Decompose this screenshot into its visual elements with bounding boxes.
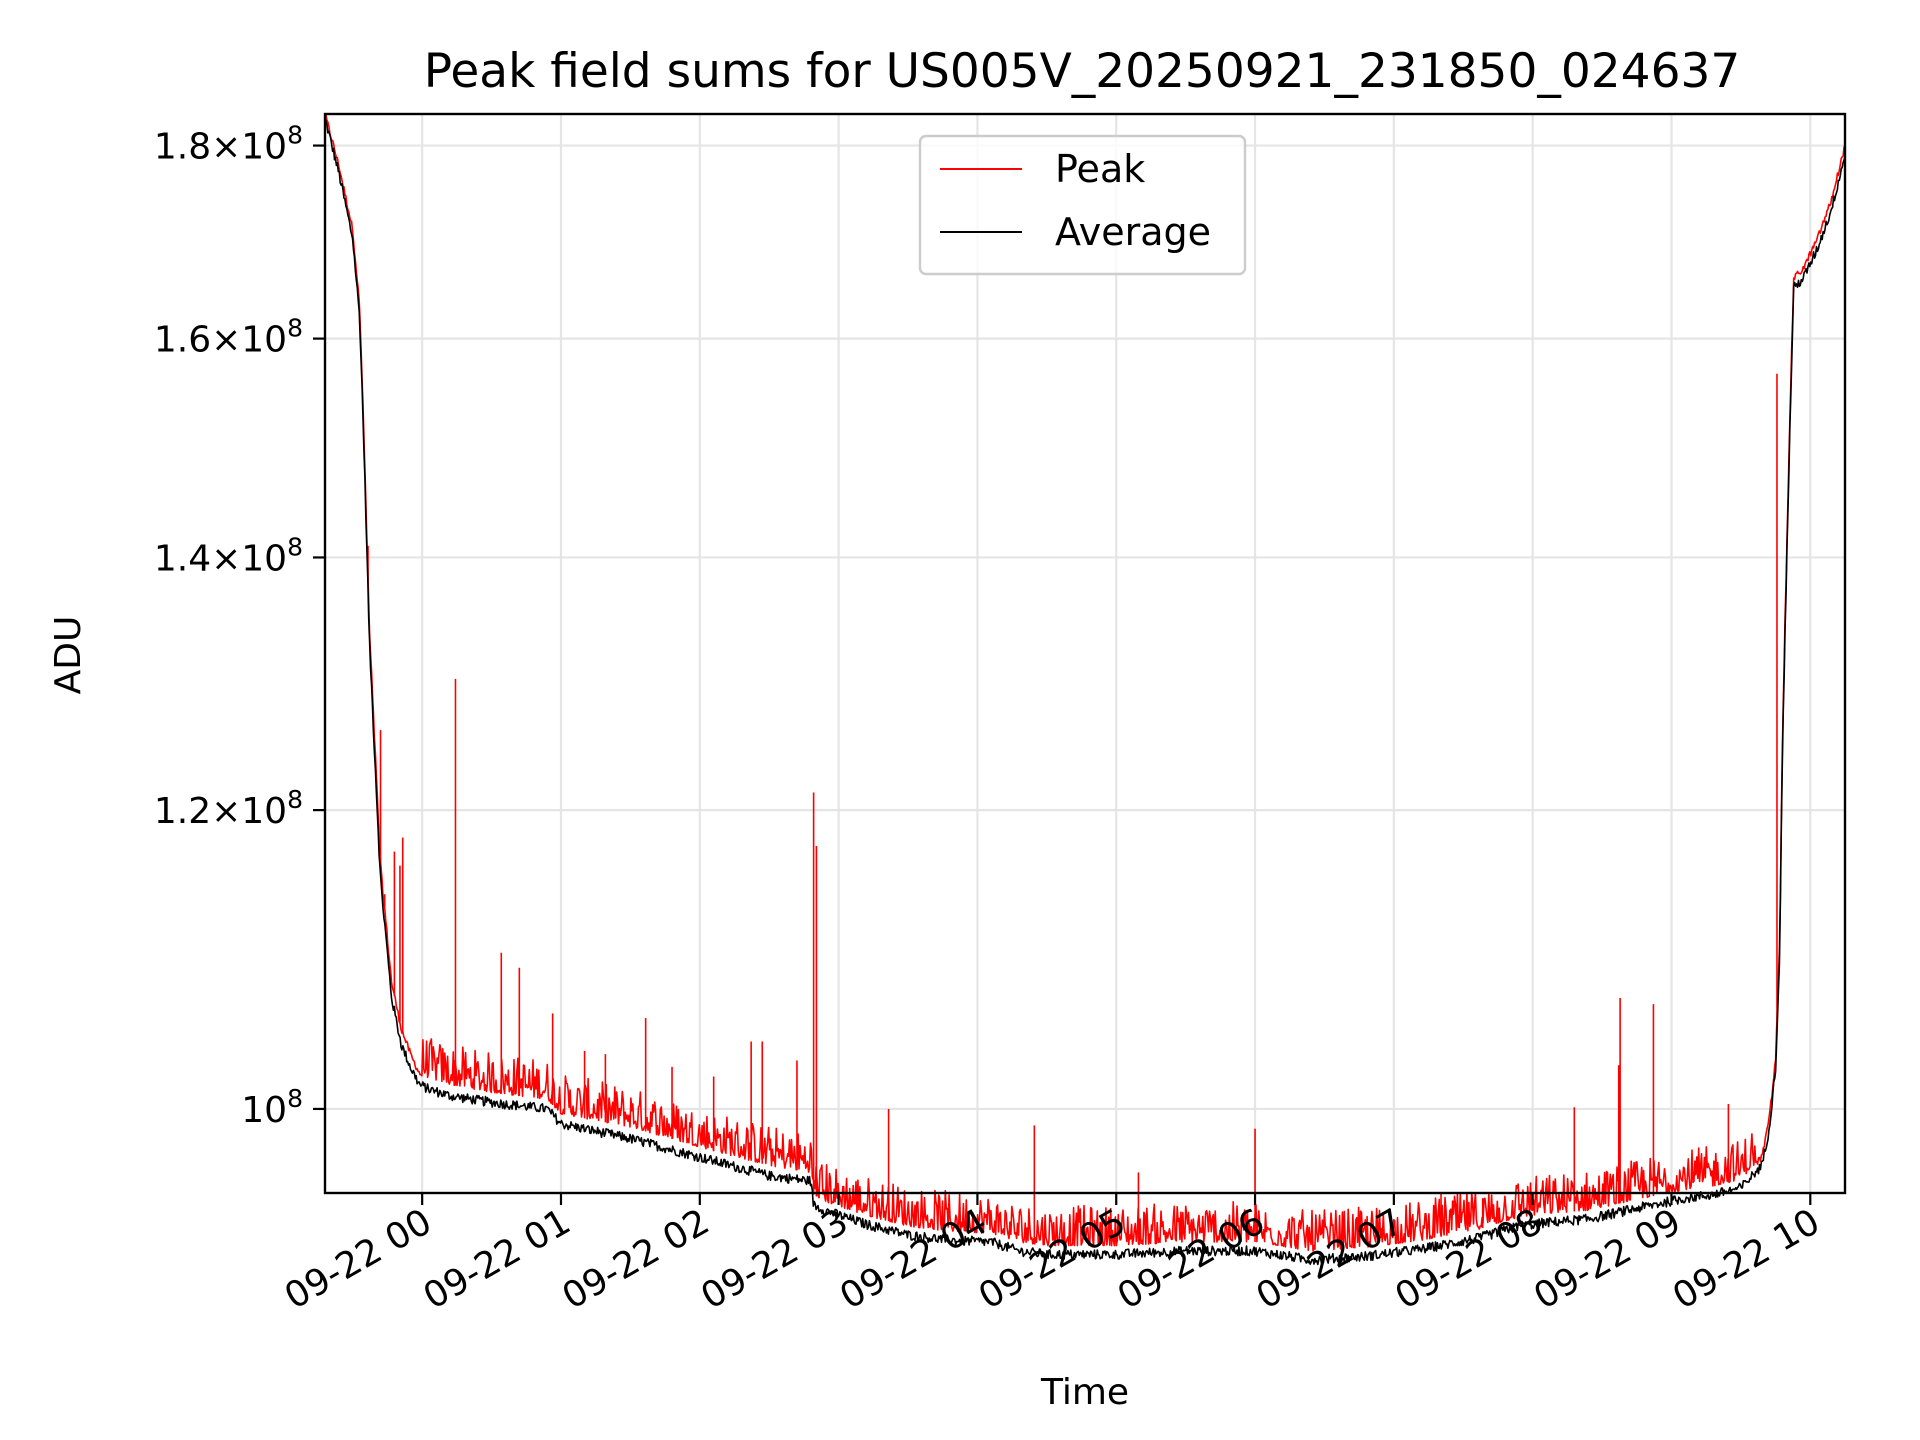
y-axis-label: ADU — [48, 616, 89, 695]
chart-title: Peak field sums for US005V_20250921_2318… — [424, 44, 1741, 99]
plot-frame — [323, 112, 1847, 1195]
x-axis-label: Time — [1040, 1372, 1129, 1413]
legend-box — [918, 134, 1247, 276]
series-layer — [324, 113, 1846, 1266]
y-tick-label: 1.8×108 — [154, 121, 303, 168]
peak-series-line — [324, 113, 1846, 1252]
y-tick-label: 1.4×108 — [154, 532, 303, 579]
average-series-line — [324, 116, 1846, 1266]
y-tick-label: 1.6×108 — [154, 314, 303, 361]
legend-average-label: Average — [1055, 210, 1211, 254]
grid-layer — [325, 114, 1845, 1193]
y-tick-label: 108 — [241, 1084, 303, 1131]
legend: Peak Average — [918, 134, 1247, 276]
legend-peak-label: Peak — [1055, 147, 1145, 191]
y-tick-label: 1.2×108 — [154, 785, 303, 832]
